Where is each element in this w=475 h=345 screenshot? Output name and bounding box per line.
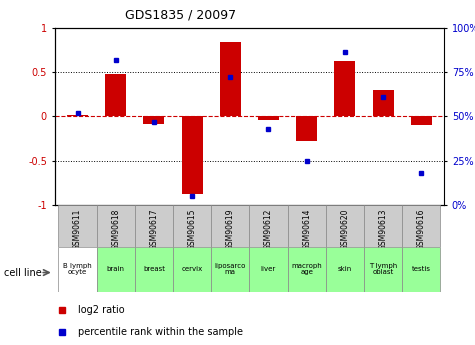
Text: GSM90616: GSM90616 [417, 209, 426, 250]
Text: GSM90614: GSM90614 [302, 209, 311, 250]
Text: cervix: cervix [181, 266, 203, 272]
Text: T lymph
oblast: T lymph oblast [369, 263, 397, 275]
Text: GSM90615: GSM90615 [188, 209, 197, 250]
Bar [334, 61, 355, 116]
Bar [173, 205, 211, 247]
Bar [96, 205, 135, 247]
Bar [220, 42, 241, 116]
Bar [364, 205, 402, 247]
Bar [96, 247, 135, 292]
Text: liposarco
ma: liposarco ma [215, 263, 246, 275]
Bar [411, 116, 432, 125]
Text: GSM90617: GSM90617 [150, 209, 158, 250]
Text: brain: brain [107, 266, 125, 272]
Text: GSM90618: GSM90618 [111, 209, 120, 250]
Text: breast: breast [143, 266, 165, 272]
Bar [135, 205, 173, 247]
Bar [181, 116, 203, 194]
Text: log2 ratio: log2 ratio [78, 305, 124, 315]
Bar [143, 116, 164, 124]
Text: percentile rank within the sample: percentile rank within the sample [78, 327, 243, 337]
Bar [287, 205, 326, 247]
Bar [105, 74, 126, 116]
Bar [67, 115, 88, 116]
Text: GSM90611: GSM90611 [73, 209, 82, 250]
Bar [296, 116, 317, 141]
Text: GSM90620: GSM90620 [341, 209, 349, 250]
Bar [364, 247, 402, 292]
Text: GDS1835 / 20097: GDS1835 / 20097 [125, 9, 236, 22]
Text: cell line: cell line [4, 268, 41, 277]
Text: GSM90612: GSM90612 [264, 209, 273, 250]
Bar [249, 205, 287, 247]
Text: B lymph
ocyte: B lymph ocyte [63, 263, 92, 275]
Text: testis: testis [412, 266, 431, 272]
Bar [258, 116, 279, 120]
Bar [135, 247, 173, 292]
Text: skin: skin [338, 266, 352, 272]
Bar [326, 247, 364, 292]
Text: GSM90619: GSM90619 [226, 209, 235, 250]
Bar [249, 247, 287, 292]
Text: macroph
age: macroph age [291, 263, 322, 275]
Bar [211, 247, 249, 292]
Bar [211, 205, 249, 247]
Bar [58, 205, 96, 247]
Bar [173, 247, 211, 292]
Bar [326, 205, 364, 247]
Bar [402, 205, 440, 247]
Bar [372, 90, 393, 116]
Bar [402, 247, 440, 292]
Text: GSM90613: GSM90613 [379, 209, 388, 250]
Bar [287, 247, 326, 292]
Text: liver: liver [261, 266, 276, 272]
Bar [58, 247, 96, 292]
